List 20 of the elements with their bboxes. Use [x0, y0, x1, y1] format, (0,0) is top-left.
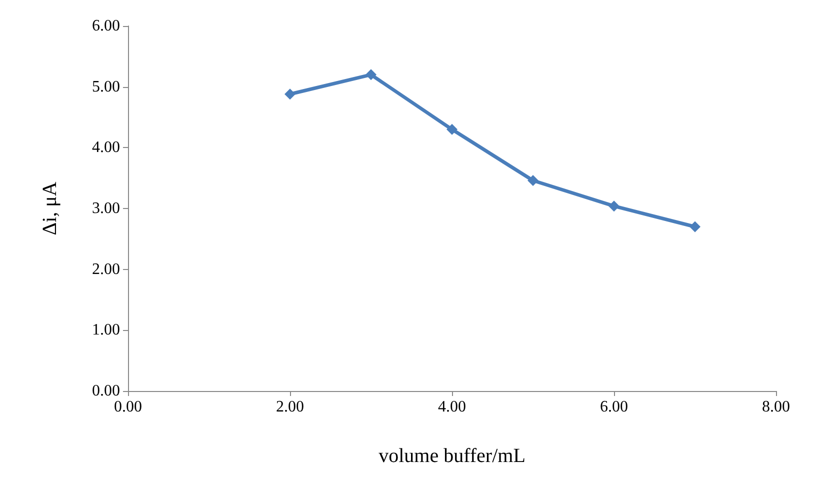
y-tick-label: 6.00	[92, 18, 120, 34]
x-tick-label: 2.00	[276, 398, 304, 416]
x-tick-label: 4.00	[438, 398, 466, 416]
x-tick-label: 0.00	[114, 398, 142, 416]
point	[608, 200, 620, 212]
point	[528, 175, 538, 186]
y-tick-label: 1.00	[92, 322, 120, 339]
y-tick-label: 5.00	[92, 78, 120, 96]
y-tick-label: 3.00	[92, 200, 120, 217]
point	[366, 69, 376, 80]
point	[446, 124, 458, 135]
y-tick-label: 0.00	[92, 382, 120, 400]
y-tick-label: 4.00	[92, 139, 120, 156]
point	[284, 88, 296, 100]
x-tick-label: 6.00	[600, 398, 628, 416]
y-tick-label: 2.00	[92, 260, 120, 278]
x-axis-title: volume buffer/mL	[378, 445, 526, 467]
y-axis-title: Δi, μA	[39, 181, 61, 236]
point	[690, 221, 700, 232]
x-tick-label: 8.00	[762, 398, 790, 416]
